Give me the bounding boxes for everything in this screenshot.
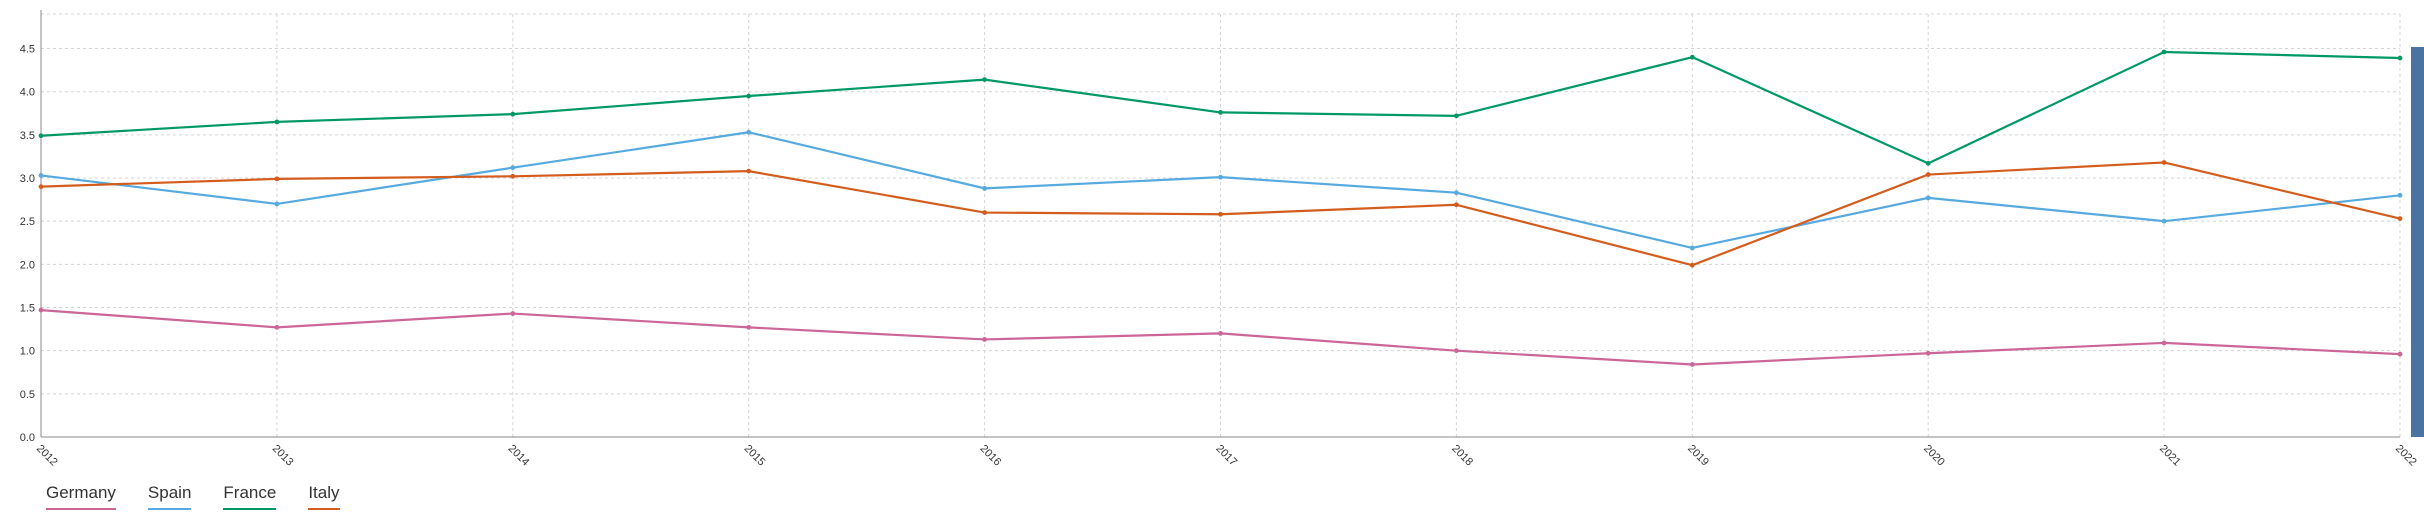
legend: Germany Spain France Italy [46,483,340,510]
x-tick-label: 2015 [742,443,768,469]
series-italy [38,160,2403,268]
legend-label: Germany [46,483,116,502]
data-point-germany [1925,350,1931,356]
data-point-italy [2161,160,2167,165]
x-tick-label: 2018 [1449,443,1475,469]
x-tick-label: 2021 [2157,443,2183,469]
series-group [38,49,2403,367]
data-point-spain [2397,192,2403,198]
data-point-spain [1925,195,1931,201]
data-point-germany [1218,331,1223,336]
y-tick-label: 4.5 [20,44,35,56]
legend-label: Italy [308,483,340,502]
y-tick-label: 1.5 [20,303,35,315]
data-point-france [746,93,752,99]
data-point-france [1218,110,1223,115]
data-point-france [274,119,280,125]
data-point-germany [274,324,280,330]
data-point-germany [746,324,752,330]
data-point-france [2161,49,2167,55]
x-tick-label: 2022 [2393,443,2419,469]
x-axis-ticks: 2012 2013 2014 2015 2016 2017 2018 2019 2020 2021… [34,443,2419,469]
legend-label: France [223,483,277,502]
data-point-italy [2397,216,2403,221]
data-point-france [1689,54,1695,60]
legend-swatch [223,508,277,510]
data-point-france [510,111,516,117]
scroll-handle[interactable] [2411,47,2424,437]
x-tick-label: 2012 [34,443,60,469]
data-point-italy [1454,202,1459,208]
grid-lines [41,13,2401,437]
legend-item-italy[interactable]: Italy [308,483,340,510]
data-point-italy [746,168,752,174]
y-tick-label: 1.0 [20,346,35,358]
series-spain [38,129,2403,251]
data-point-spain [746,129,752,135]
legend-label: Spain [147,483,192,502]
data-point-germany [2397,351,2403,357]
legend-swatch [46,508,116,510]
x-tick-label: 2019 [1685,443,1711,469]
data-point-italy [1925,172,1931,177]
data-point-france [38,133,44,139]
data-point-italy [1218,211,1223,217]
y-tick-label: 3.5 [20,130,35,142]
legend-swatch [147,508,192,510]
data-point-italy [982,210,987,215]
y-tick-label: 2.5 [20,216,35,228]
y-tick-label: 3.0 [20,173,35,185]
x-tick-label: 2017 [1213,443,1239,469]
series-france [38,49,2403,166]
data-point-italy [510,173,516,179]
y-tick-label: 0.0 [20,432,35,444]
x-tick-label: 2013 [270,443,296,469]
data-point-spain [38,173,44,178]
y-tick-label: 2.0 [20,259,35,271]
data-point-germany [38,307,44,313]
data-point-germany [982,337,987,342]
data-point-france [1454,113,1459,119]
legend-swatch [308,508,340,510]
legend-item-spain[interactable]: Spain [147,483,192,510]
data-point-spain [1454,190,1459,196]
data-point-spain [2161,218,2167,224]
x-tick-label: 2020 [1921,443,1947,469]
data-point-spain [510,165,516,171]
data-point-germany [2161,340,2167,346]
axes [40,10,2400,438]
x-tick-label: 2014 [506,443,532,469]
data-point-germany [1454,348,1459,354]
y-axis-ticks: 0.0 0.5 1.0 1.5 2.0 2.5 3.0 3.5 4.0 4.5 [20,44,35,444]
series-germany [38,307,2403,367]
data-point-italy [274,176,280,182]
data-point-italy [1689,262,1695,268]
data-point-spain [274,201,280,207]
data-point-germany [510,311,516,316]
y-tick-label: 4.0 [20,87,35,99]
y-tick-label: 0.5 [20,389,35,401]
x-tick-label: 2016 [977,443,1003,469]
legend-item-germany[interactable]: Germany [46,483,116,510]
data-point-france [982,77,987,83]
data-point-spain [1218,174,1223,180]
line-chart: 0.00.51.01.52.02.53.03.54.04.5 2012 2013 2… [20,10,2419,469]
data-point-italy [38,184,44,190]
data-point-germany [1689,362,1695,367]
data-point-spain [1689,245,1695,251]
legend-item-france[interactable]: France [223,483,277,510]
data-point-france [1925,160,1931,166]
data-point-france [2397,55,2403,61]
data-point-spain [982,185,987,191]
